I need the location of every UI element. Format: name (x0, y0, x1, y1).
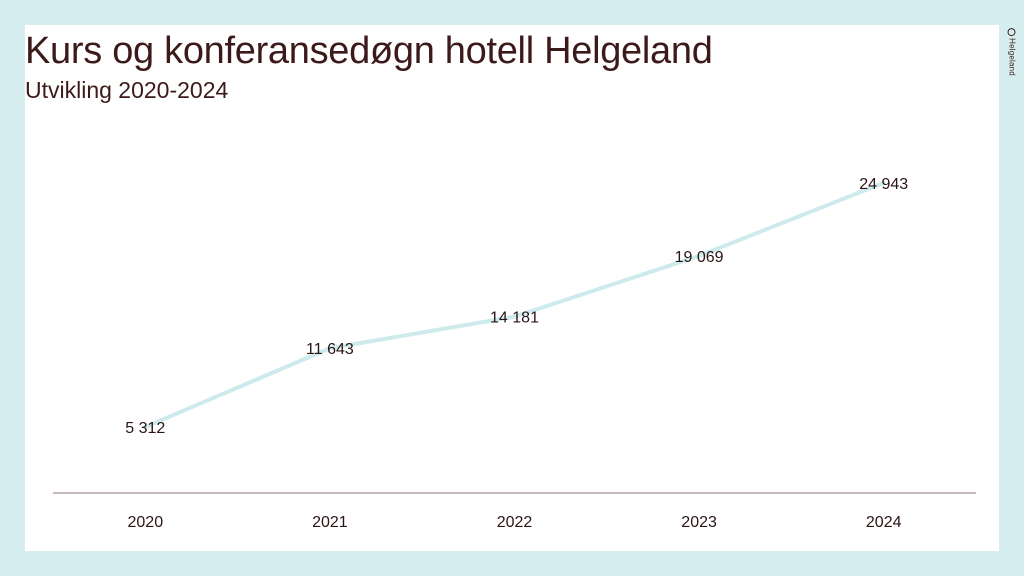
data-point-2020 (143, 424, 148, 429)
chart-card (25, 25, 999, 551)
data-label-2024: 24 943 (859, 176, 908, 193)
data-label-2023: 19 069 (675, 249, 724, 266)
x-tick-label-2024: 2024 (866, 514, 902, 531)
chart-title: Kurs og konferansedøgn hotell Helgeland (25, 30, 713, 72)
x-tick-label-2020: 2020 (128, 514, 164, 531)
chart-marks: 5 312 2020 11 643 2021 14 181 2022 19 069 2023 2… (125, 176, 908, 531)
data-point-2021 (327, 346, 332, 351)
x-tick-label-2022: 2022 (497, 514, 533, 531)
data-label-2022: 14 181 (490, 310, 539, 327)
data-label-2020: 5 312 (125, 420, 165, 437)
series-line (143, 180, 886, 429)
x-tick-label-2023: 2023 (681, 514, 717, 531)
data-point-2022 (512, 314, 517, 319)
x-tick-label-2021: 2021 (312, 514, 348, 531)
chart-subtitle: Utvikling 2020-2024 (25, 77, 229, 103)
data-point-2023 (697, 253, 702, 258)
data-point-2024 (881, 180, 886, 185)
data-label-2021: 11 643 (306, 341, 354, 358)
